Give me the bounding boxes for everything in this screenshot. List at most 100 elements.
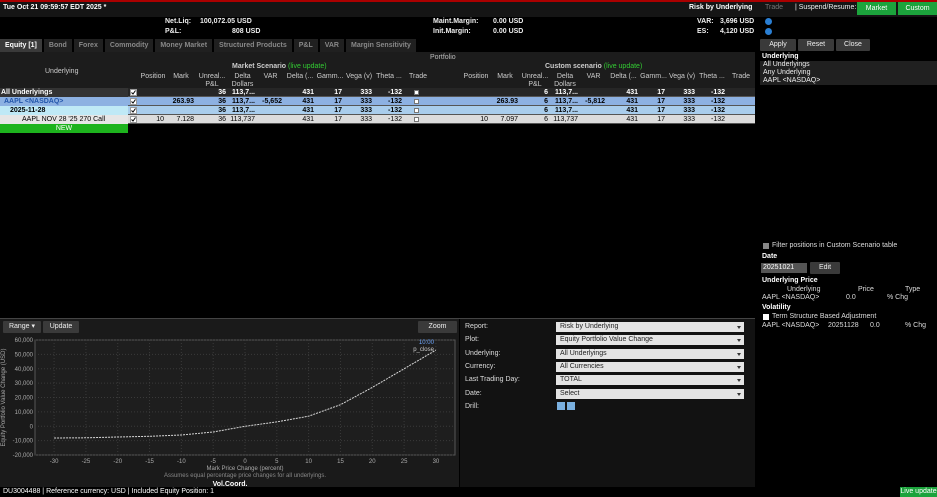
date-input[interactable]: 20251021: [761, 263, 807, 273]
tab[interactable]: Equity [1]: [0, 39, 42, 52]
table-cell: -132: [710, 116, 725, 123]
list-option[interactable]: Any Underlying: [763, 69, 811, 76]
dropdown[interactable]: TOTAL: [556, 375, 744, 386]
splitter[interactable]: [0, 318, 755, 319]
vol-checkbox-label: Term Structure Based Adjustment: [772, 313, 877, 320]
trade-checkbox[interactable]: [414, 99, 419, 104]
underlying-name[interactable]: 2025-11-28: [0, 106, 128, 115]
column-header: Unreal... P&L: [521, 73, 549, 88]
annotation-series: p_close: [413, 347, 434, 353]
dropdown[interactable]: All Currencies: [556, 361, 744, 372]
price-cell[interactable]: % Chg: [887, 294, 909, 301]
dropdown[interactable]: Risk by Underlying: [556, 322, 744, 332]
vol-cell: AAPL <NASDAQ>: [762, 322, 820, 329]
trade-checkbox[interactable]: [414, 117, 419, 122]
tab[interactable]: P&L: [293, 39, 318, 52]
checkbox[interactable]: [130, 107, 137, 114]
suspend-label: | Suspend/Resume:: [795, 4, 857, 11]
price-cell: AAPL <NASDAQ>: [762, 294, 820, 301]
trade-button[interactable]: Trade: [765, 4, 784, 11]
tab[interactable]: Money Market: [155, 39, 213, 52]
checkbox[interactable]: [130, 89, 137, 96]
vol-cell[interactable]: 0.0: [870, 322, 880, 329]
y-tick-label: -10,000: [13, 439, 34, 445]
dropdown[interactable]: Select: [556, 388, 744, 399]
live-indicator: Live update: [900, 487, 937, 497]
apply-button[interactable]: Apply: [760, 39, 796, 51]
column-header: Theta ...: [376, 73, 402, 80]
table-cell: 333: [683, 107, 695, 114]
form-label: Last Trading Day:: [465, 376, 520, 384]
tab[interactable]: Structured Products: [214, 39, 292, 52]
new-row[interactable]: NEW: [0, 124, 128, 133]
y-tick-label: -20,000: [13, 453, 34, 459]
underlying-name[interactable]: AAPL <NASDAQ>: [0, 97, 128, 106]
row-background: [128, 115, 755, 124]
edit-button[interactable]: Edit: [810, 262, 840, 274]
range-button[interactable]: Range ▾: [3, 321, 41, 333]
checkbox[interactable]: [763, 243, 769, 249]
vol-cell[interactable]: % Chg: [905, 322, 927, 329]
tab[interactable]: Forex: [73, 39, 103, 52]
list-option[interactable]: All Underlyings: [763, 61, 810, 68]
column-header: VAR: [263, 73, 278, 80]
y-tick-label: 10,000: [15, 410, 34, 416]
table-cell: 6: [544, 89, 548, 96]
list-option[interactable]: AAPL <NASDAQ>: [763, 77, 821, 84]
form-label: Underlying:: [465, 349, 501, 357]
table-cell: 17: [334, 89, 342, 96]
trade-checkbox[interactable]: [414, 90, 419, 95]
live-tag: (live update): [288, 63, 327, 70]
close-button[interactable]: Close: [836, 39, 870, 51]
column-header: Mark: [497, 73, 513, 80]
drill-plus[interactable]: [557, 401, 565, 410]
checkbox[interactable]: [130, 116, 137, 123]
column-header: Delta Dollars: [231, 73, 254, 88]
zoom-button[interactable]: Zoom: [418, 321, 457, 333]
table-cell: 17: [334, 107, 342, 114]
dropdown[interactable]: Equity Portfolio Value Change: [556, 335, 744, 346]
y-tick-label: 50,000: [15, 352, 34, 358]
form-label: Report:: [465, 323, 488, 330]
update-button[interactable]: Update: [43, 321, 79, 333]
table-cell: -132: [387, 107, 402, 114]
price-cell[interactable]: 0.0: [846, 294, 856, 301]
custom-button[interactable]: Custom: [898, 2, 937, 15]
x-tick-label: -10: [177, 459, 186, 465]
table-cell: 431: [626, 98, 638, 105]
underlying-name[interactable]: AAPL NOV 28 '25 270 Call: [0, 115, 128, 124]
tab[interactable]: VAR: [319, 39, 344, 52]
table-cell: -132: [710, 89, 725, 96]
info-icon[interactable]: [765, 28, 772, 35]
value-line: [54, 349, 437, 439]
y-tick-label: 30,000: [15, 381, 34, 387]
account-value: 3,696 USD: [720, 18, 755, 25]
table-cell: 333: [360, 98, 372, 105]
table-cell: 431: [626, 89, 638, 96]
table-cell: 10: [480, 116, 488, 123]
underlying-list: [760, 61, 937, 85]
tab[interactable]: Bond: [43, 39, 72, 52]
trade-checkbox[interactable]: [414, 108, 419, 113]
y-axis-label: Equity Portfolio Value Change (USD): [1, 349, 7, 447]
checkbox[interactable]: [763, 314, 769, 320]
vol-cell[interactable]: 20251128: [828, 322, 859, 329]
table-cell: 333: [683, 98, 695, 105]
table-cell: 113,7...: [232, 98, 255, 105]
tab[interactable]: Commodity: [104, 39, 154, 52]
tab[interactable]: Margin Sensitivity: [345, 39, 416, 52]
market-button[interactable]: Market: [857, 2, 896, 15]
checkbox[interactable]: [130, 98, 137, 105]
chart-footer: Vol.Coord.: [213, 481, 248, 487]
reset-button[interactable]: Reset: [798, 39, 834, 51]
drill-minus[interactable]: [567, 401, 575, 410]
info-icon[interactable]: [765, 18, 772, 25]
form-label: Plot:: [465, 336, 480, 344]
dropdown[interactable]: All Underlyings: [556, 348, 744, 359]
account-label: VAR:: [697, 18, 714, 25]
form-label: Date:: [465, 389, 482, 397]
table-cell: 263.93: [496, 98, 518, 105]
underlying-name[interactable]: All Underlyings: [0, 88, 128, 97]
table-cell: 6: [544, 116, 548, 123]
portfolio-table: Position Mark Unreal... P&L Delta Dollars VA…: [0, 0, 755, 140]
